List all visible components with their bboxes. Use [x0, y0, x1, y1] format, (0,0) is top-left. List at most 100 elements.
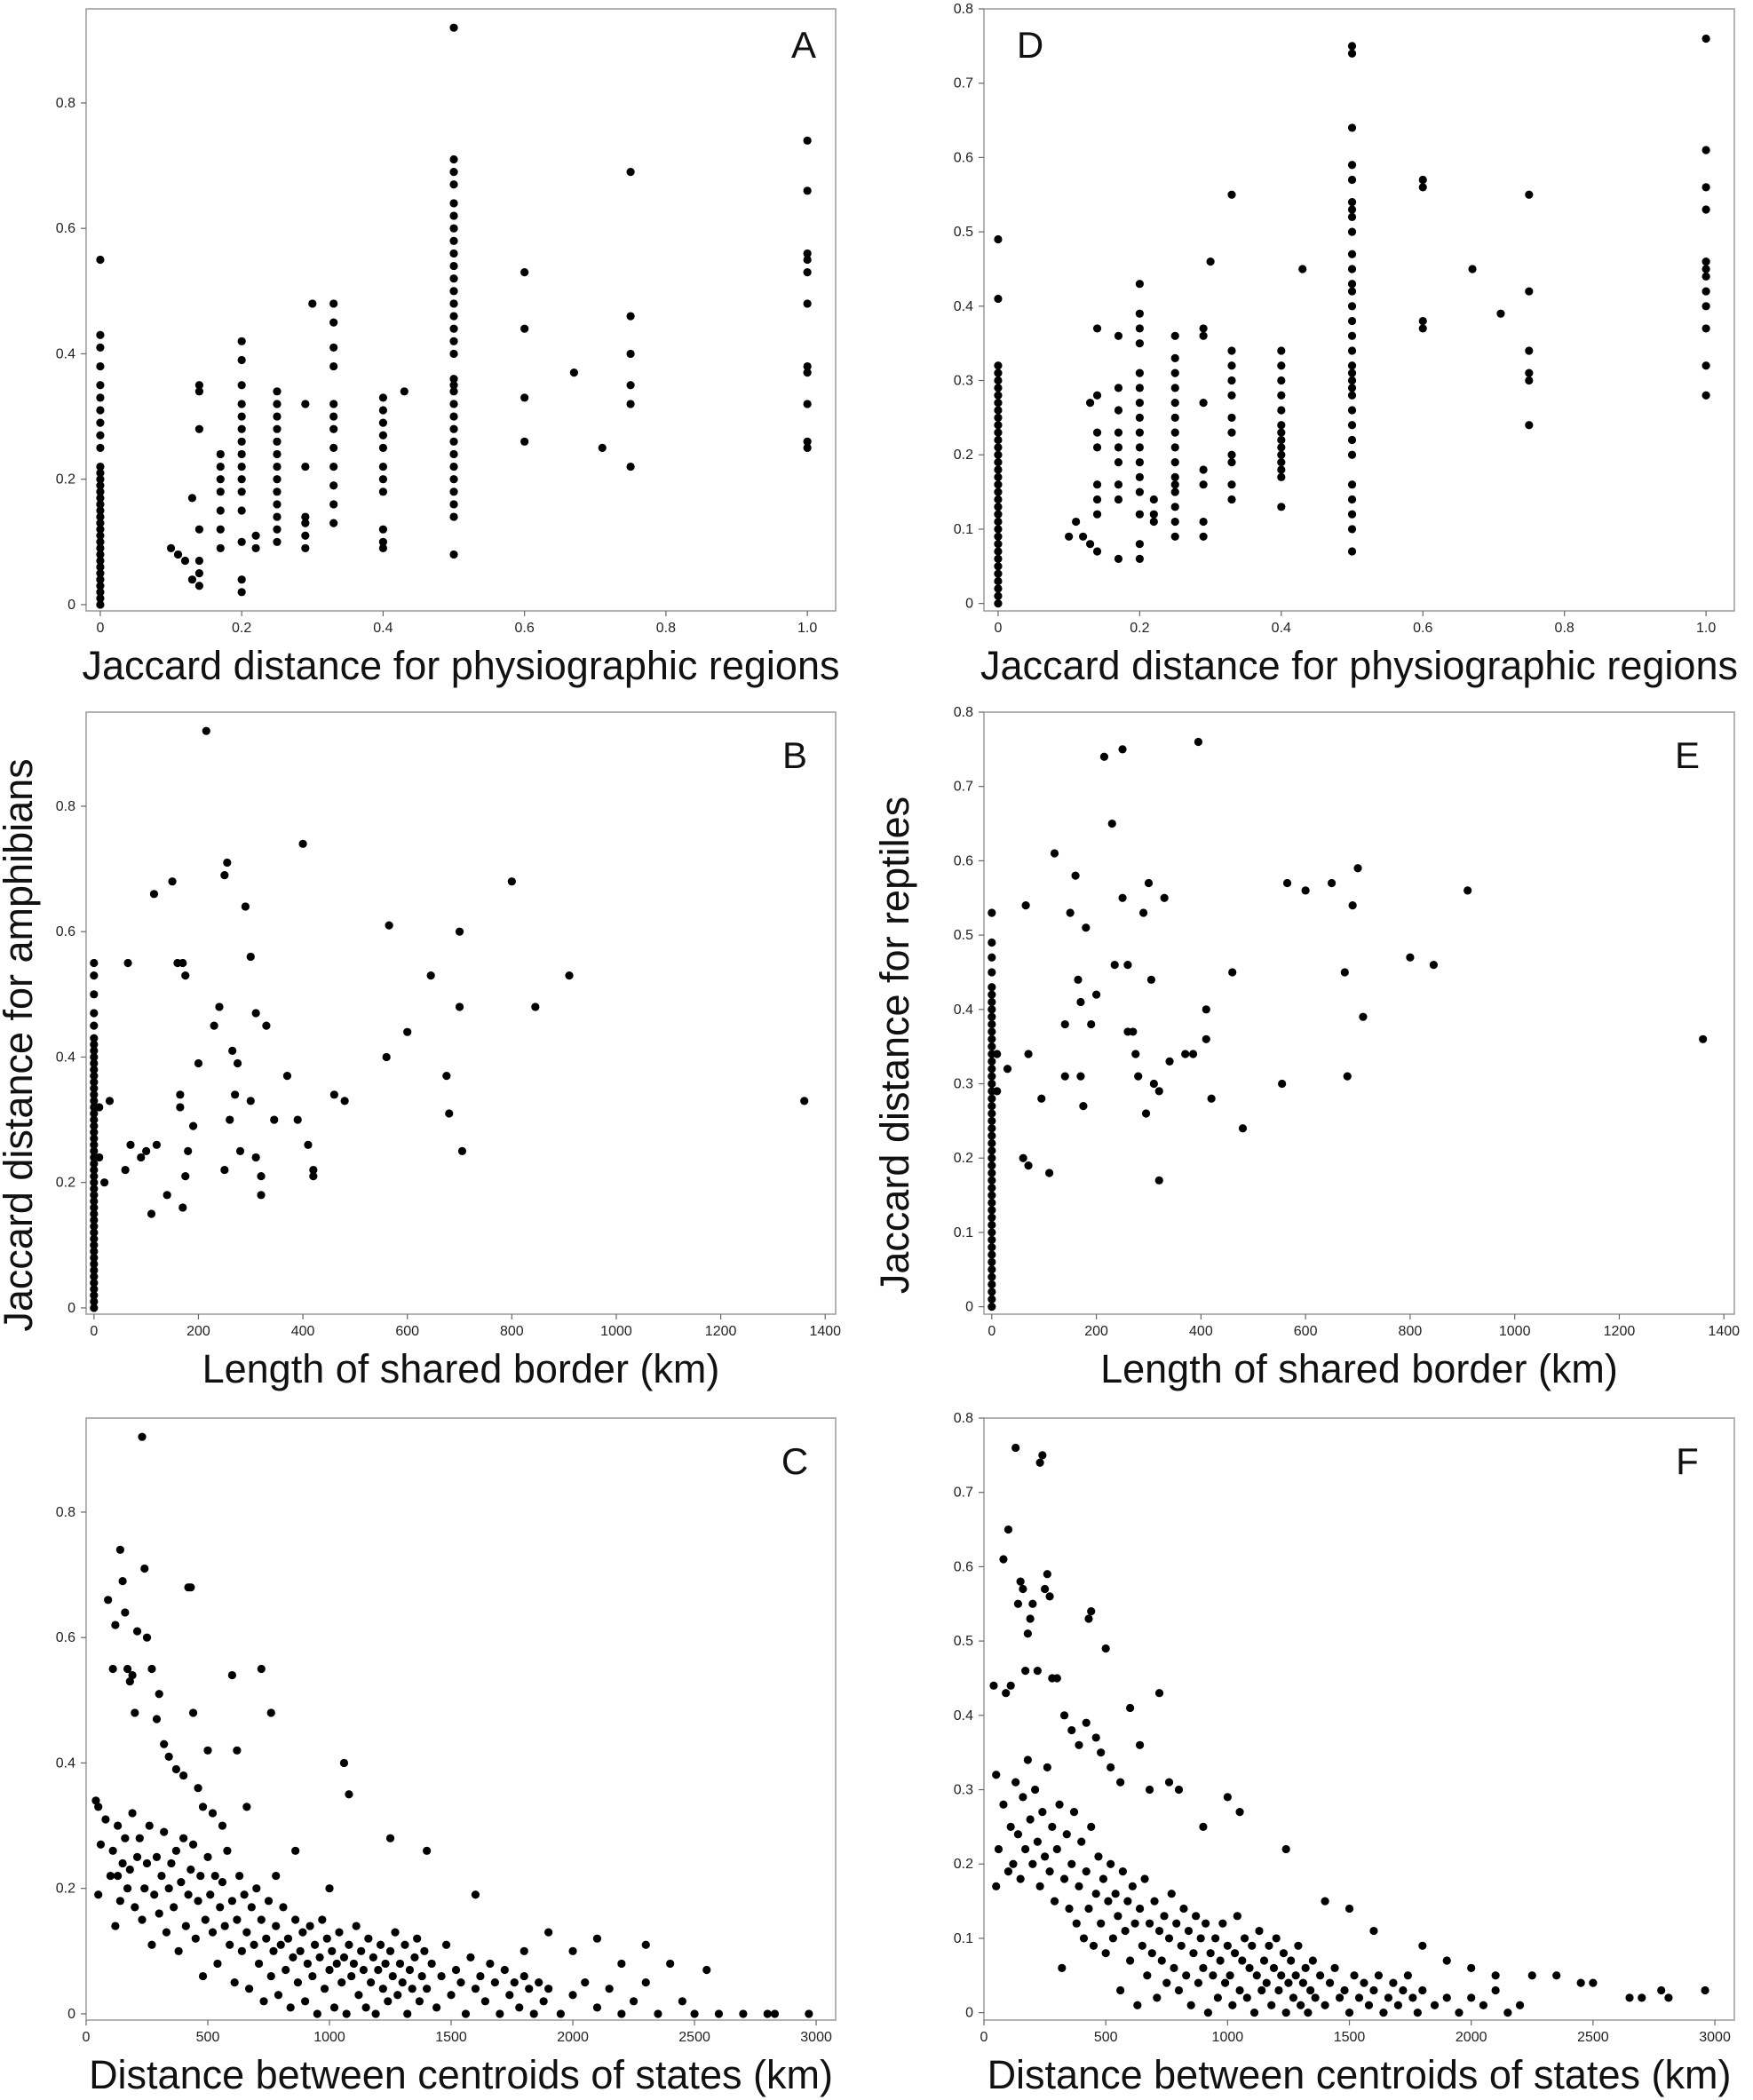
data-point: [1199, 517, 1208, 527]
data-point: [471, 1985, 480, 1993]
data-point: [1170, 368, 1179, 377]
data-point: [1024, 1050, 1033, 1058]
data-point: [515, 2003, 524, 2012]
data-point: [250, 1940, 258, 1949]
data-point: [1135, 413, 1144, 422]
data-point: [1267, 2001, 1276, 2009]
plot-frame: [85, 1417, 837, 2021]
x-tick-label: 1.0: [797, 621, 817, 636]
data-point: [335, 1928, 344, 1937]
data-point: [90, 971, 99, 980]
data-point: [1272, 1934, 1281, 1943]
data-point: [1347, 227, 1357, 236]
data-point: [90, 1159, 99, 1169]
data-point: [1114, 443, 1123, 452]
data-point: [994, 376, 1003, 385]
data-point: [641, 1978, 650, 1987]
data-point: [318, 1915, 327, 1924]
data-point: [90, 1297, 99, 1306]
data-point: [216, 487, 225, 496]
data-point: [257, 1172, 266, 1181]
data-point: [1150, 1897, 1159, 1906]
y-axis-label-reptiles: Jaccard distance for reptiles: [872, 796, 917, 1294]
y-axis-label-amphibians: Jaccard distance for amphibians: [0, 758, 41, 1331]
data-point: [1664, 1993, 1673, 2002]
data-point: [96, 469, 105, 478]
data-point: [1227, 457, 1236, 467]
data-point: [994, 517, 1003, 527]
data-point: [1135, 540, 1144, 549]
data-point: [1170, 532, 1179, 541]
data-point: [408, 1985, 416, 1993]
data-point: [1347, 368, 1357, 377]
data-point: [1186, 2001, 1195, 2009]
data-point: [739, 2009, 748, 2018]
data-point: [1135, 324, 1144, 333]
data-point: [398, 1978, 407, 1987]
data-point: [230, 1978, 239, 1987]
data-point: [1092, 391, 1102, 400]
data-point: [1006, 1681, 1015, 1690]
data-point: [1277, 346, 1286, 355]
data-point: [461, 2009, 471, 2018]
data-point: [257, 1191, 266, 1200]
data-point: [994, 495, 1003, 504]
data-point: [1347, 280, 1357, 289]
data-point: [94, 1803, 103, 1811]
data-point: [1114, 457, 1123, 467]
data-point: [90, 1146, 99, 1155]
data-point: [449, 324, 458, 333]
data-point: [118, 1577, 127, 1586]
data-point: [162, 1928, 171, 1937]
data-point: [90, 1209, 99, 1218]
data-point: [1277, 465, 1286, 474]
data-point: [1348, 901, 1357, 910]
data-point: [1347, 510, 1357, 519]
data-point: [90, 1247, 99, 1256]
data-point: [296, 1946, 305, 1955]
x-tick-label: 200: [186, 1324, 210, 1339]
data-point: [118, 1858, 127, 1868]
data-point: [313, 2009, 321, 2018]
data-point: [507, 877, 516, 886]
x-tick-label: 800: [1399, 1324, 1423, 1339]
data-point: [90, 1134, 99, 1143]
data-point: [988, 1116, 996, 1125]
data-point: [1304, 2009, 1313, 2017]
data-point: [384, 1997, 393, 2006]
data-point: [273, 500, 282, 509]
data-point: [1238, 1124, 1248, 1133]
data-point: [988, 1065, 996, 1074]
y-tick-label: 0: [965, 2006, 973, 2021]
data-point: [96, 462, 105, 472]
data-point: [568, 1991, 577, 2000]
data-point: [213, 1959, 222, 1969]
data-point: [666, 1959, 675, 1969]
data-point: [988, 1198, 996, 1208]
data-point: [1242, 1993, 1251, 2002]
data-point: [150, 1890, 159, 1899]
data-point: [289, 1953, 297, 1961]
data-point: [999, 1555, 1008, 1564]
data-point: [988, 1079, 996, 1089]
data-point: [378, 418, 388, 427]
data-point: [269, 1946, 278, 1955]
data-point: [449, 23, 458, 32]
data-point: [1123, 1897, 1132, 1906]
data-point: [994, 487, 1003, 496]
data-point: [1463, 886, 1472, 895]
data-point: [994, 480, 1003, 489]
data-point: [1129, 1027, 1138, 1036]
data-point: [994, 540, 1003, 549]
data-point: [121, 1834, 130, 1842]
data-point: [96, 543, 105, 552]
data-point: [385, 1834, 395, 1842]
data-point: [382, 1052, 391, 1062]
data-point: [298, 1928, 307, 1937]
data-point: [1265, 1941, 1273, 1950]
y-tick-label: 0: [67, 1301, 75, 1316]
data-point: [1589, 1978, 1598, 1987]
data-point: [90, 1009, 99, 1018]
data-point: [1016, 1874, 1025, 1883]
data-point: [121, 1165, 130, 1175]
